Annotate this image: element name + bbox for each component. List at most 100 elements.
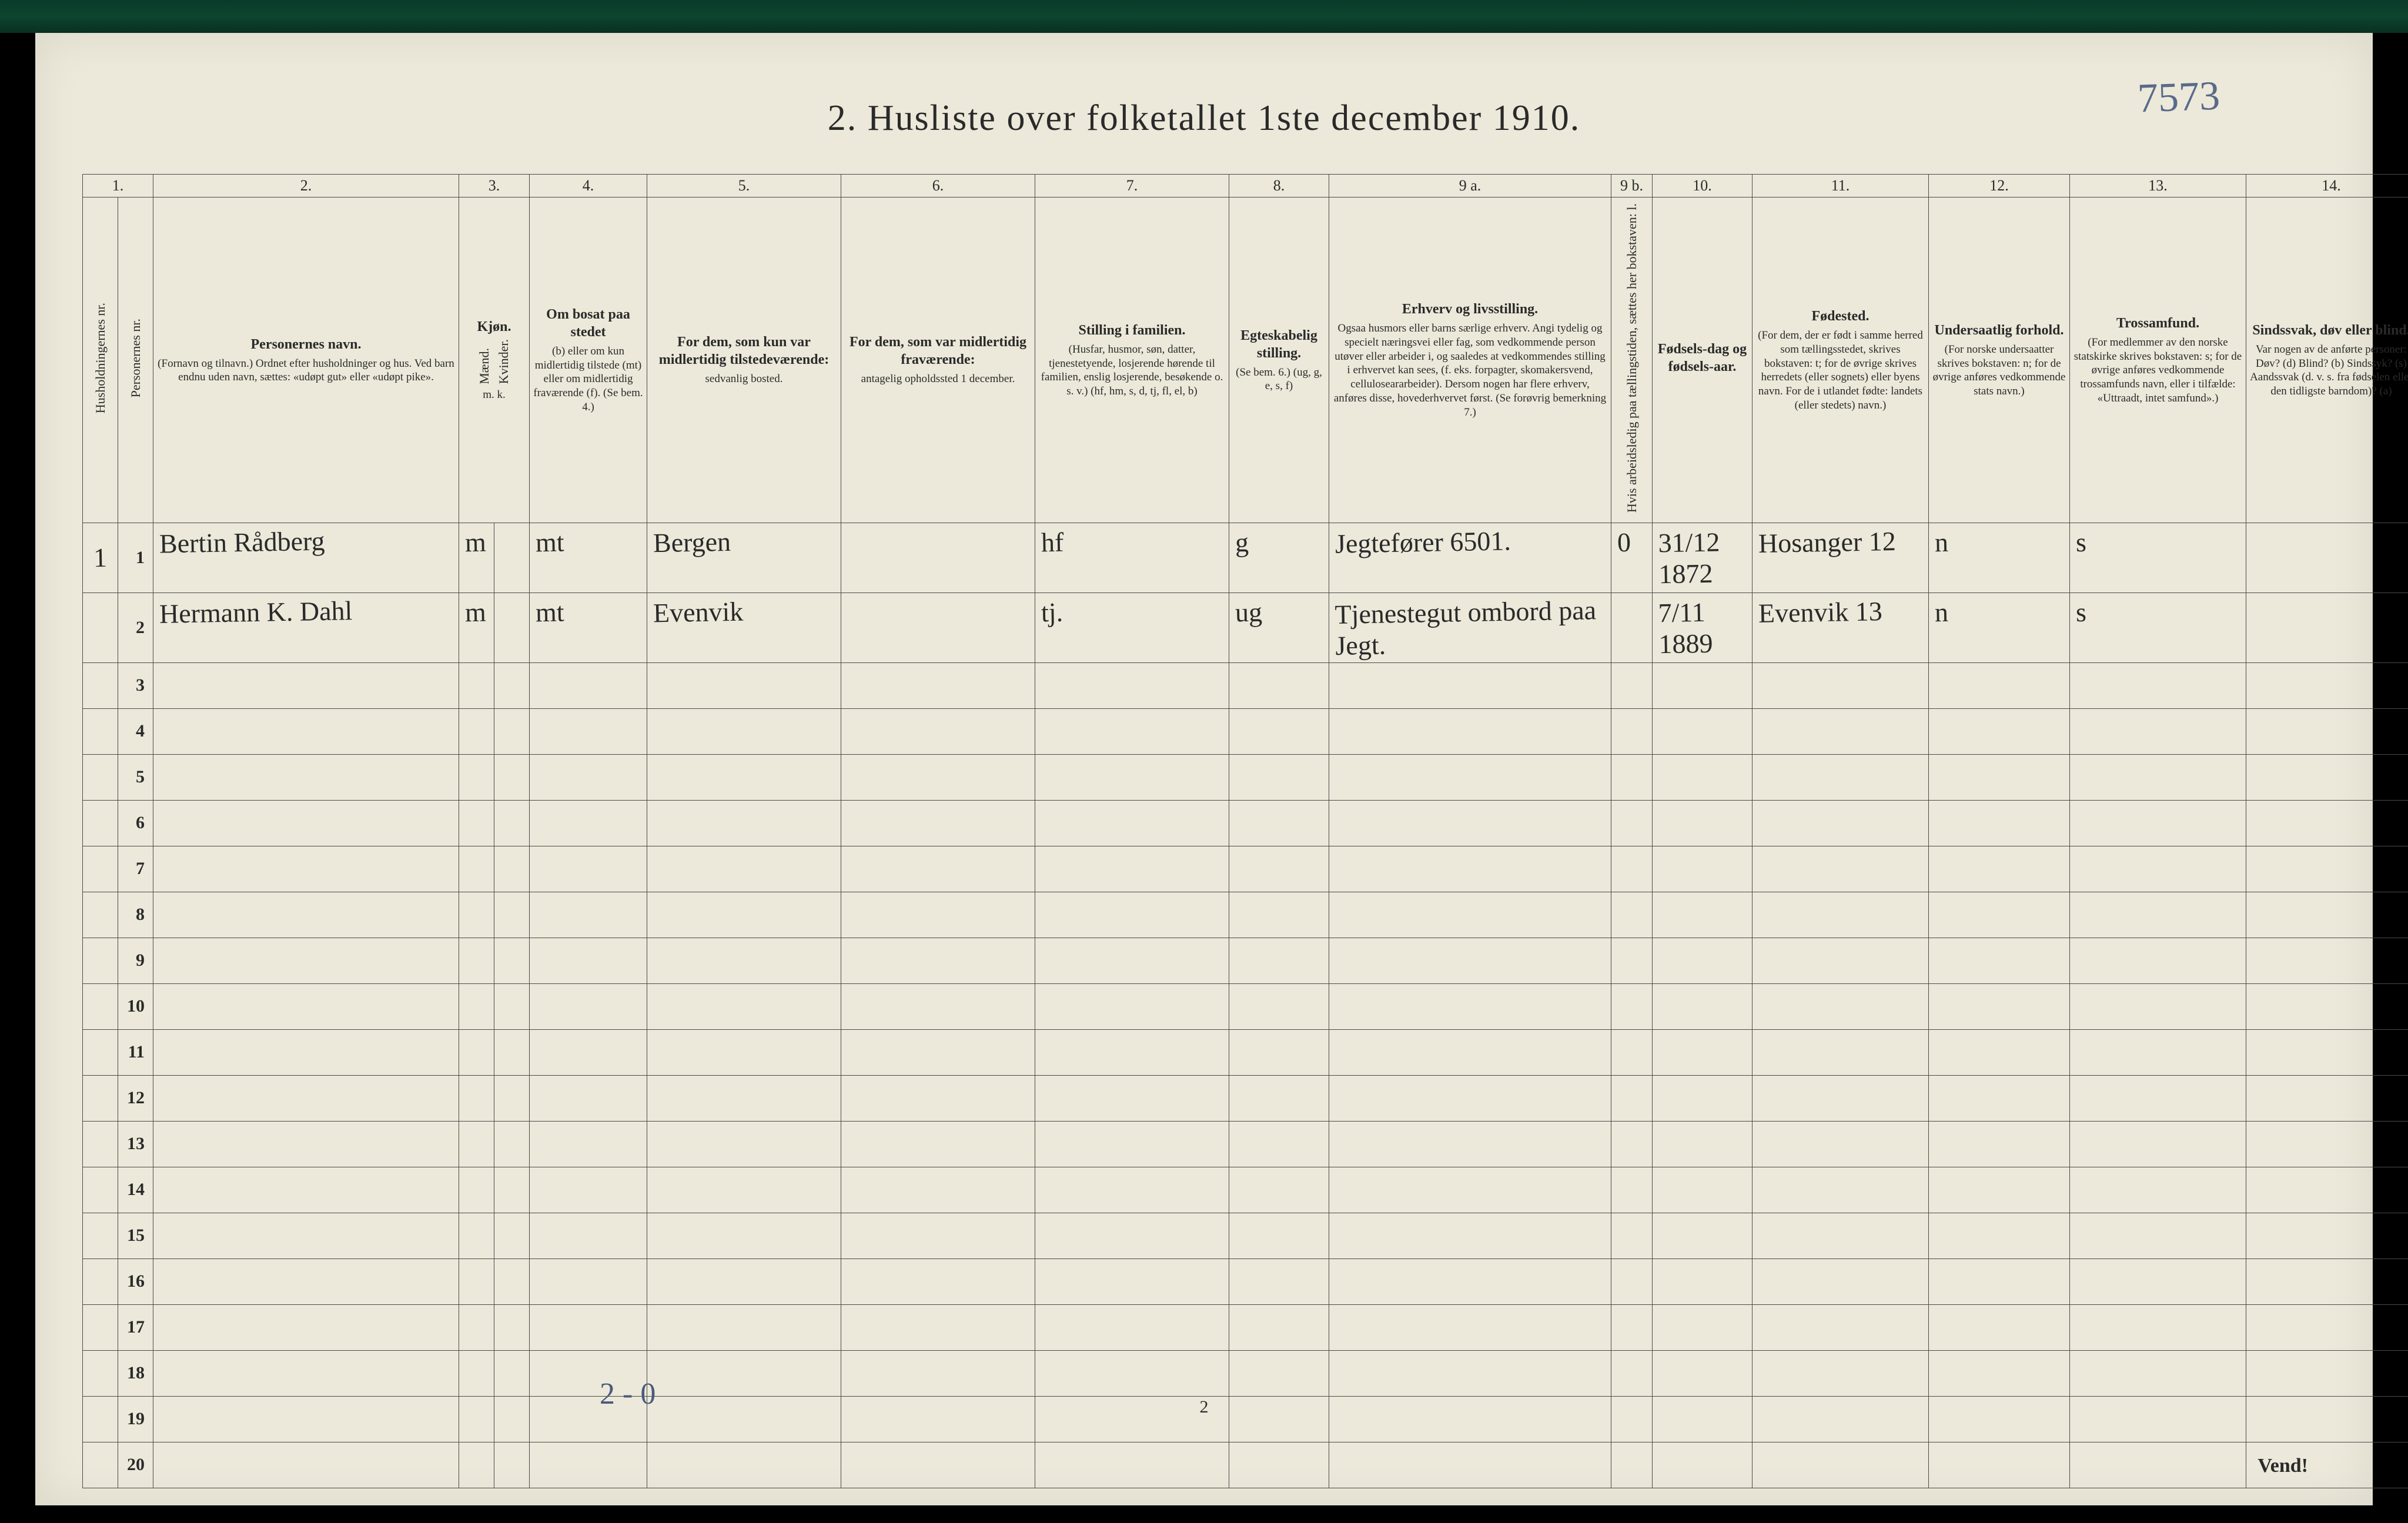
- cell-usual-place: [647, 1167, 841, 1213]
- cell-marital: [1229, 1167, 1329, 1213]
- cell-family-position: [1035, 938, 1229, 983]
- cell-sex-m: [459, 1350, 494, 1396]
- cell-nationality: [1929, 800, 2070, 846]
- cell-nationality: n: [1929, 593, 2070, 662]
- cell-name: [153, 892, 459, 938]
- cell-occupation: [1329, 1167, 1611, 1213]
- cell-unemployed: [1611, 938, 1653, 983]
- cell-birthplace: [1753, 1396, 1929, 1442]
- cell-sex-m: [459, 1258, 494, 1304]
- cell-usual-place: [647, 938, 841, 983]
- hdr-absent-place-sub: antagelig opholdssted 1 december.: [845, 372, 1031, 386]
- hdr-marital-title: Egteskabelig stilling.: [1233, 327, 1325, 362]
- cell-nationality: [1929, 1396, 2070, 1442]
- cell-occupation: [1329, 1213, 1611, 1258]
- cell-marital: [1229, 1258, 1329, 1304]
- cell-family-position: [1035, 983, 1229, 1029]
- table-row: 20: [83, 1442, 2408, 1488]
- cell-disability: [2246, 938, 2408, 983]
- cell-occupation: Jegtefører 6501.: [1329, 523, 1611, 593]
- cell-birth: [1653, 1442, 1753, 1488]
- cell-family-position: tj.: [1035, 593, 1229, 662]
- hdr-unemployed-label: Hvis arbeidsledig paa tællingstiden, sæt…: [1624, 203, 1640, 513]
- cell-occupation: [1329, 1029, 1611, 1075]
- cell-person-nr: 12: [118, 1075, 153, 1121]
- handwritten-page-ref: 7573: [2137, 73, 2221, 123]
- table-row: 11: [83, 1029, 2408, 1075]
- cell-religion: [2070, 1350, 2246, 1396]
- cell-sex-k: [494, 800, 530, 846]
- cell-family-position: [1035, 1213, 1229, 1258]
- cell-household-nr: [83, 892, 118, 938]
- cell-absent-place: [841, 938, 1035, 983]
- cell-sex-m: [459, 846, 494, 892]
- page-title: 2. Husliste over folketallet 1ste decemb…: [35, 98, 2373, 139]
- cell-occupation: [1329, 800, 1611, 846]
- table-row: 9: [83, 938, 2408, 983]
- cell-usual-place: [647, 1350, 841, 1396]
- colnum-8: 8.: [1229, 175, 1329, 198]
- cell-sex-m: [459, 938, 494, 983]
- hdr-sex-title: Kjøn.: [463, 318, 526, 336]
- cell-birth: [1653, 1304, 1753, 1350]
- cell-residence: [530, 708, 647, 754]
- cell-sex-m: [459, 1121, 494, 1167]
- colnum-1: 1.: [83, 175, 153, 198]
- cell-sex-m: [459, 662, 494, 708]
- cell-name: [153, 983, 459, 1029]
- cell-sex-m: [459, 1396, 494, 1442]
- cell-unemployed: [1611, 1213, 1653, 1258]
- census-table-wrap: 1. 2. 3. 4. 5. 6. 7. 8. 9 a. 9 b. 10. 11…: [82, 174, 2326, 1488]
- cell-sex-m: [459, 1304, 494, 1350]
- cell-sex-k: [494, 1121, 530, 1167]
- hdr-occupation-title: Erhverv og livsstilling.: [1333, 300, 1607, 318]
- cell-family-position: [1035, 1121, 1229, 1167]
- cell-household-nr: [83, 662, 118, 708]
- cell-marital: [1229, 1029, 1329, 1075]
- cell-nationality: [1929, 1304, 2070, 1350]
- cell-absent-place: [841, 1075, 1035, 1121]
- census-table: 1. 2. 3. 4. 5. 6. 7. 8. 9 a. 9 b. 10. 11…: [82, 174, 2408, 1488]
- cell-absent-place: [841, 1304, 1035, 1350]
- cell-religion: [2070, 1213, 2246, 1258]
- cell-family-position: [1035, 1350, 1229, 1396]
- cell-disability: [2246, 1029, 2408, 1075]
- cell-person-nr: 5: [118, 754, 153, 800]
- hdr-name-title: Personernes navn.: [157, 336, 455, 353]
- cell-name: [153, 1442, 459, 1488]
- cell-occupation: [1329, 983, 1611, 1029]
- cell-birthplace: Evenvik 13: [1753, 593, 1929, 662]
- cell-unemployed: [1611, 708, 1653, 754]
- cell-nationality: [1929, 754, 2070, 800]
- cell-birthplace: [1753, 846, 1929, 892]
- colnum-2: 2.: [153, 175, 459, 198]
- cell-religion: s: [2070, 593, 2246, 662]
- hdr-usual-place: For dem, som kun var midlertidig tilsted…: [647, 198, 841, 523]
- cell-unemployed: [1611, 1167, 1653, 1213]
- hdr-occupation-sub: Ogsaa husmors eller barns særlige erhver…: [1333, 322, 1607, 419]
- cell-person-nr: 19: [118, 1396, 153, 1442]
- cell-residence: [530, 1258, 647, 1304]
- cell-usual-place: [647, 1213, 841, 1258]
- cell-household-nr: [83, 593, 118, 662]
- hdr-sex-foot: m. k.: [463, 388, 526, 402]
- cell-birthplace: [1753, 983, 1929, 1029]
- cell-religion: [2070, 754, 2246, 800]
- cell-unemployed: [1611, 800, 1653, 846]
- cell-birth: [1653, 1396, 1753, 1442]
- cell-household-nr: [83, 754, 118, 800]
- cell-disability: [2246, 892, 2408, 938]
- cell-disability: [2246, 846, 2408, 892]
- cell-residence: [530, 754, 647, 800]
- cell-religion: [2070, 983, 2246, 1029]
- cell-unemployed: [1611, 1029, 1653, 1075]
- table-row: 10: [83, 983, 2408, 1029]
- table-row: 13: [83, 1121, 2408, 1167]
- cell-occupation: [1329, 1075, 1611, 1121]
- cell-disability: [2246, 593, 2408, 662]
- column-number-row: 1. 2. 3. 4. 5. 6. 7. 8. 9 a. 9 b. 10. 11…: [83, 175, 2408, 198]
- cell-occupation: [1329, 1350, 1611, 1396]
- cell-sex-m: [459, 754, 494, 800]
- cell-birth: [1653, 800, 1753, 846]
- cell-name: [153, 800, 459, 846]
